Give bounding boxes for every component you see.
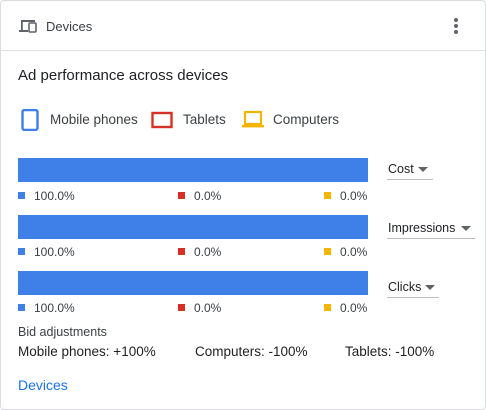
mobile-phone-icon: [21, 109, 39, 131]
bar-impressions-mobile: [18, 215, 368, 239]
computer-icon: [242, 110, 264, 128]
bid-adjustment-mobile: Mobile phones: +100%: [18, 344, 156, 359]
more-options-button[interactable]: [447, 15, 465, 37]
chart-title: Ad performance across devices: [18, 67, 229, 84]
devices-icon: [19, 20, 37, 33]
metric-select-clicks[interactable]: Clicks: [387, 279, 439, 298]
tablet-icon: [151, 111, 173, 129]
legend-item-tablets: Tablets: [151, 109, 231, 131]
dropdown-arrow-icon: [425, 285, 435, 290]
dropdown-arrow-icon: [418, 167, 428, 172]
metric-select-impressions[interactable]: Impressions: [387, 220, 475, 239]
legend-item-mobile-phones: Mobile phones: [21, 109, 141, 131]
legend-label: Mobile phones: [50, 112, 138, 127]
metric-select-cost[interactable]: Cost: [387, 161, 433, 180]
card-header: Devices: [1, 1, 485, 51]
more-vert-icon: [454, 18, 458, 22]
dropdown-arrow-icon: [461, 226, 471, 231]
legend-label: Tablets: [183, 112, 226, 127]
bar-cost-mobile: [18, 158, 368, 182]
bar-clicks-mobile: [18, 271, 368, 295]
bid-adjustments-title: Bid adjustments: [18, 325, 107, 339]
bid-adjustment-computers: Computers: -100%: [195, 344, 308, 359]
legend-item-computers: Computers: [242, 109, 342, 131]
bid-adjustment-tablets: Tablets: -100%: [345, 344, 435, 359]
card-title: Devices: [46, 19, 93, 34]
legend-label: Computers: [273, 112, 340, 127]
devices-link[interactable]: Devices: [18, 377, 68, 393]
